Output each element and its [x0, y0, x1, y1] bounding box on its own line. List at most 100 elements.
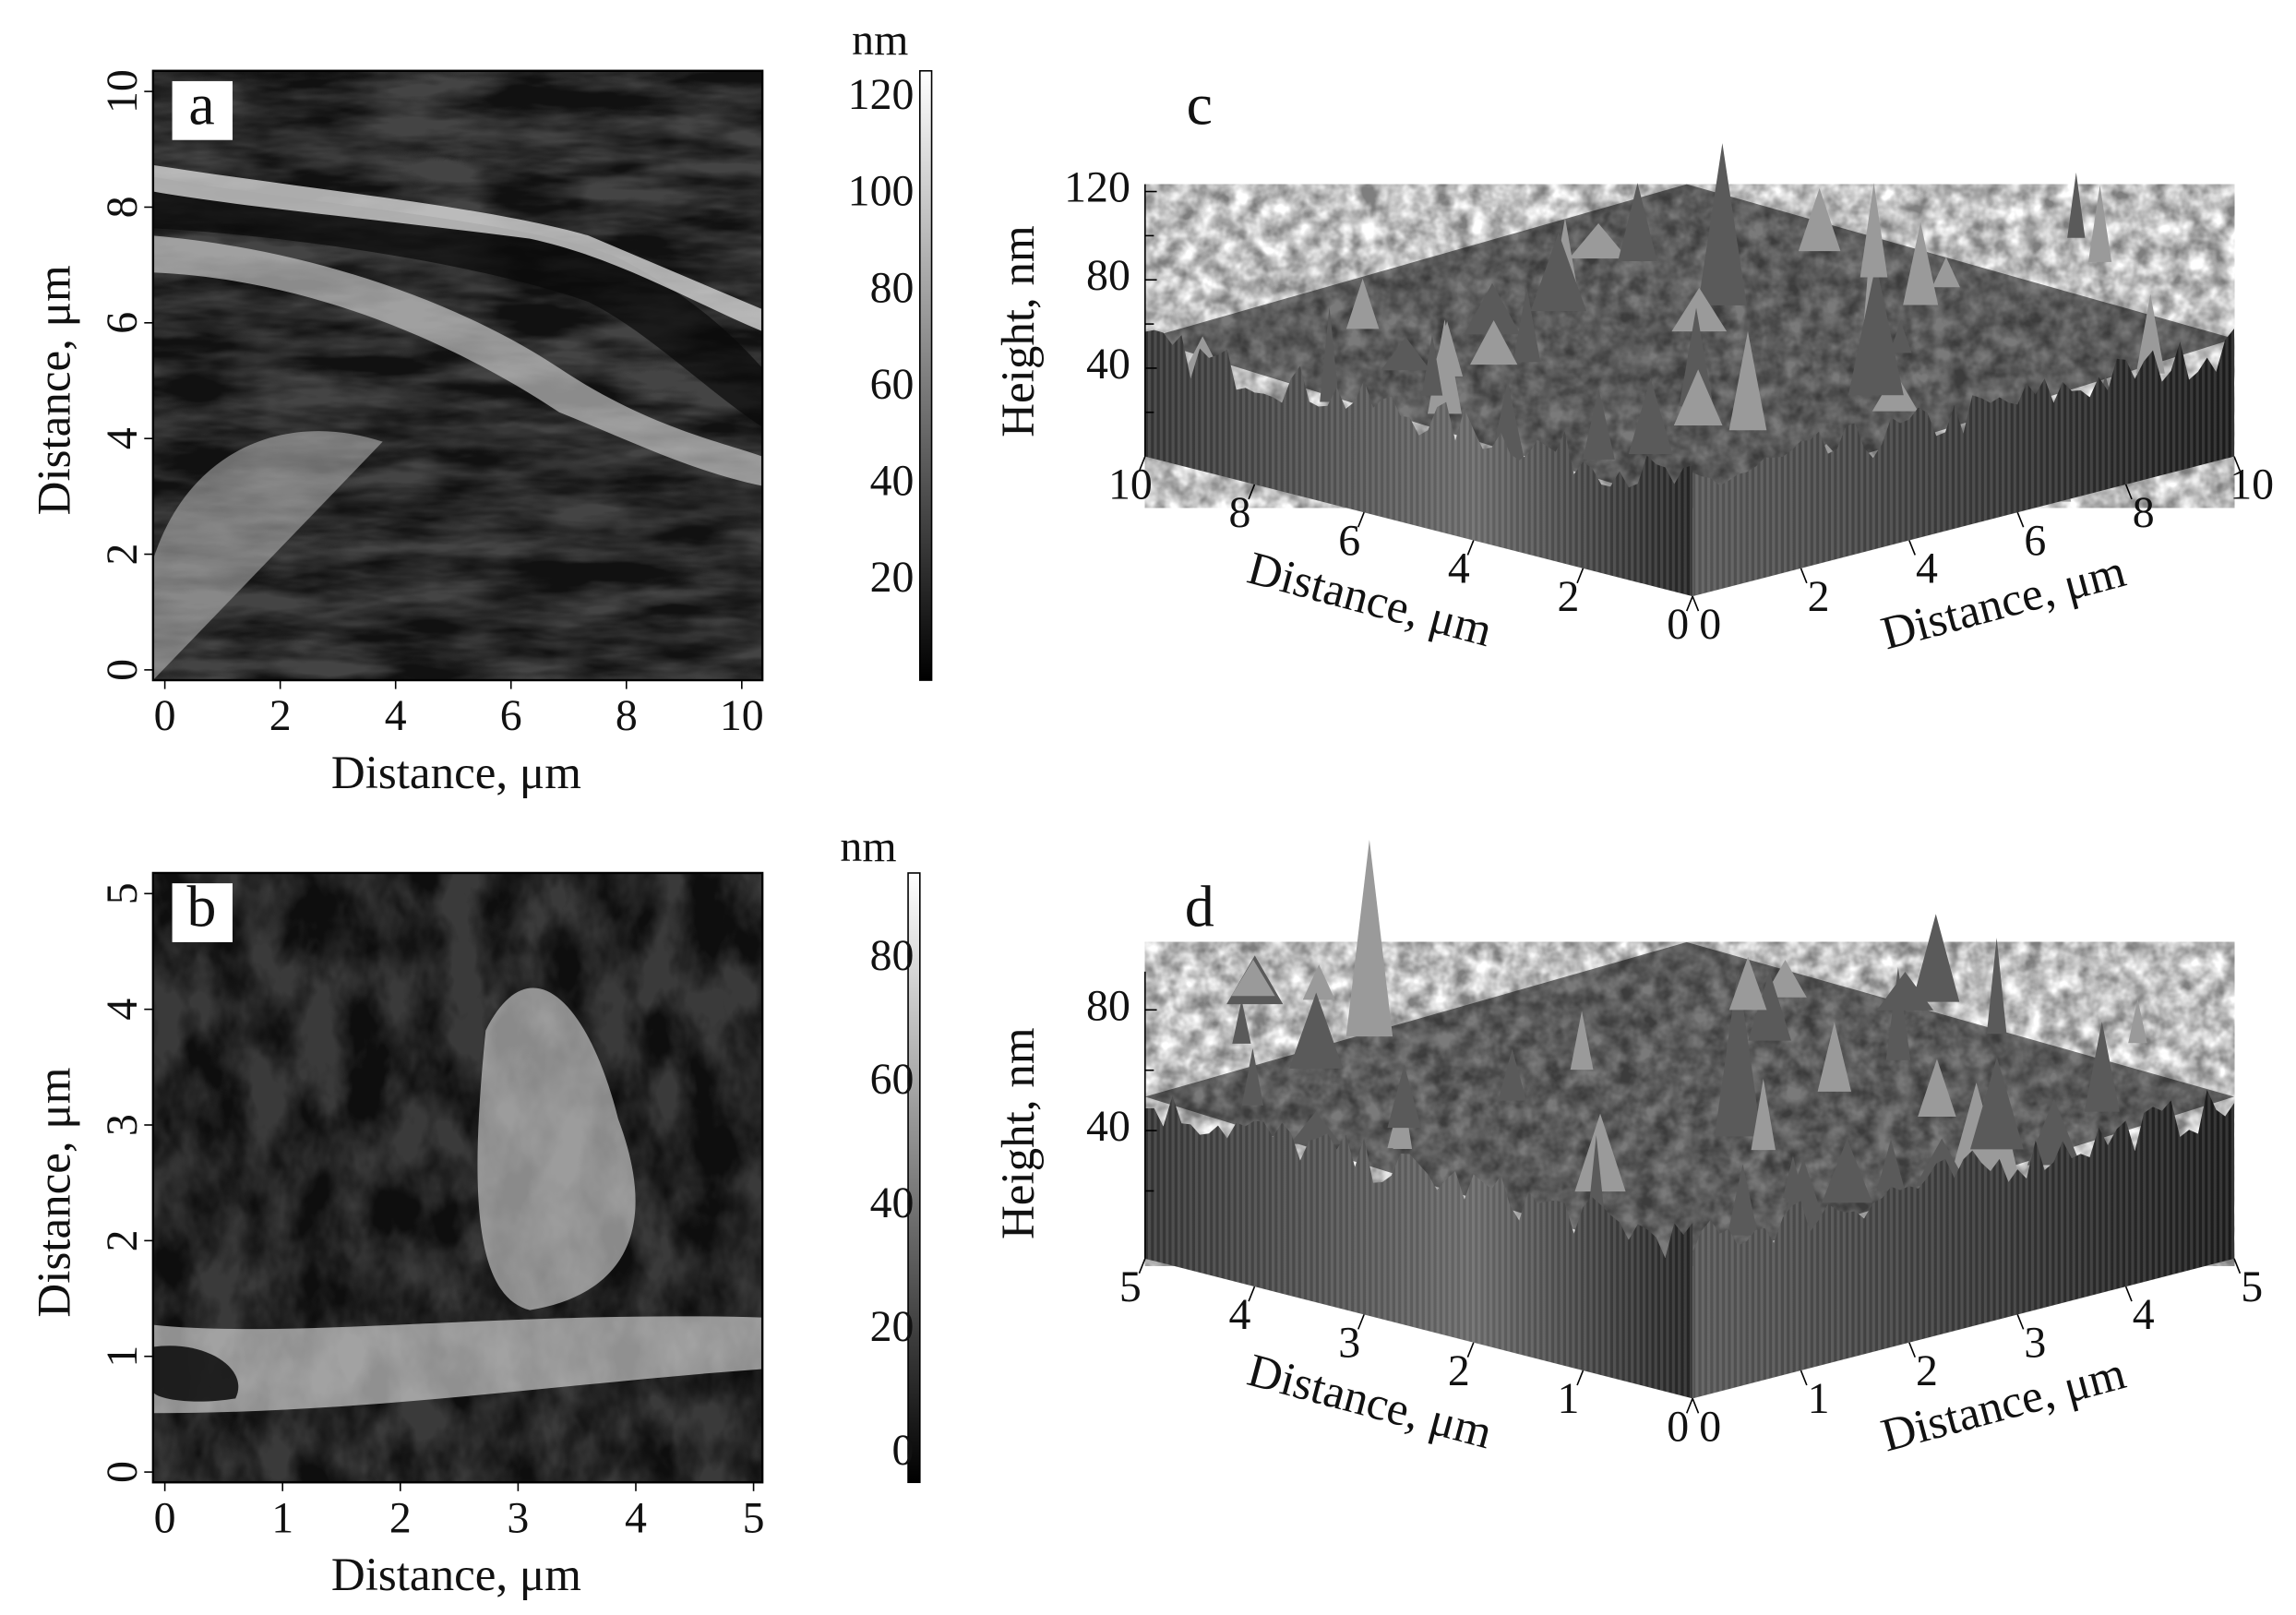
right-tick — [2233, 456, 2242, 472]
y-tick-label: 4 — [98, 427, 147, 449]
left-tick — [1685, 1398, 1693, 1414]
surface-peak — [1231, 959, 1275, 997]
y-tick-label: 3 — [98, 1114, 147, 1136]
x-tick-label: 4 — [385, 691, 407, 740]
left-tick — [1248, 1286, 1256, 1302]
x-tick-label: 10 — [720, 691, 764, 740]
left-tick-label: 6 — [1338, 516, 1360, 565]
y-tick-label: 4 — [98, 999, 147, 1021]
surface-peak — [1903, 221, 1939, 305]
y-axis-label: Distance, μm — [30, 1068, 81, 1318]
colorbar-tick-label: 20 — [870, 553, 915, 602]
surface-peak — [1302, 964, 1335, 1000]
surface-peak — [1464, 282, 1521, 335]
surface-peak — [1530, 233, 1586, 312]
left-tick — [1138, 1258, 1146, 1274]
right-tick — [1692, 595, 1700, 612]
x-tick-label: 2 — [269, 691, 292, 740]
surface-peak — [1918, 1059, 1956, 1117]
wall-stripes — [1144, 328, 2235, 597]
panel-label: c — [1187, 71, 1213, 137]
afm-image-b — [151, 871, 764, 1484]
surface-peak — [1822, 1139, 1872, 1203]
right-tick-label: 1 — [1808, 1374, 1830, 1423]
panel-label: d — [1185, 874, 1214, 939]
surface-peak — [1931, 257, 1960, 288]
surface-peak — [2084, 1022, 2120, 1112]
surface-peak — [1679, 307, 1714, 407]
surface-peak — [1876, 971, 1934, 1011]
z-tick-label: 120 — [1064, 163, 1130, 212]
x-axis-label: Distance, μm — [331, 1549, 581, 1601]
surface-peak — [1728, 956, 1767, 1011]
colorbar-tick-label: 40 — [870, 457, 915, 506]
right-tick-label: 4 — [1916, 544, 1938, 593]
left-tick — [1576, 1370, 1584, 1386]
colorbar-tick-label: 60 — [870, 1055, 915, 1104]
surfaces — [1144, 143, 2235, 1399]
y-tick-label: 1 — [98, 1346, 147, 1368]
surface-peak — [1320, 306, 1339, 402]
left-tick — [1357, 1314, 1365, 1330]
x-axis-label: Distance, μm — [331, 748, 581, 799]
panel-label: a — [188, 71, 214, 137]
right-tick — [1908, 1342, 1916, 1358]
x-tick-label: 0 — [154, 1493, 176, 1542]
surface-peak — [1421, 334, 1443, 396]
colorbar-tick-label: 120 — [848, 70, 915, 119]
colorbar-tick-label: 80 — [870, 931, 915, 980]
surface-peak — [1860, 183, 1888, 278]
surface-peak — [1798, 187, 1841, 252]
right-tick — [1692, 1398, 1700, 1414]
z-axis-label: Height, nm — [993, 225, 1045, 437]
surface-peak — [1876, 1139, 1906, 1191]
surface-peak — [1232, 999, 1251, 1044]
right-tick-label: 2 — [1916, 1346, 1938, 1395]
right-tick-label: 10 — [2230, 461, 2274, 509]
surface-peak — [1817, 1022, 1852, 1092]
surface-peak — [1513, 287, 1541, 363]
surface-peak — [1241, 1047, 1264, 1106]
surface-peak — [1569, 222, 1628, 259]
surface-peak — [1748, 971, 1791, 1041]
z-tick-label: 80 — [1086, 981, 1130, 1030]
surface-peak — [1885, 966, 1911, 1060]
right-axis-label: Distance, μm — [1876, 545, 2131, 660]
colorbar-b — [907, 872, 921, 1484]
surface-peak — [1782, 1155, 1803, 1199]
colorbar-unit: nm — [840, 822, 896, 871]
surface-peak — [2135, 293, 2165, 374]
colorbar-a — [918, 69, 933, 681]
y-tick-label: 2 — [98, 1229, 147, 1251]
left-tick — [1248, 484, 1256, 500]
surface-peak — [1912, 914, 1960, 1002]
y-tick-label: 8 — [98, 196, 147, 218]
left-tick — [1466, 540, 1475, 556]
right-tick-label: 8 — [2133, 488, 2155, 537]
z-axis-label: Height, nm — [993, 1027, 1045, 1239]
z-tick-label: 80 — [1086, 251, 1130, 300]
y-tick-label: 6 — [98, 312, 147, 334]
left-tick — [1576, 568, 1584, 584]
right-tick — [2124, 484, 2133, 500]
right-tick — [2016, 1314, 2025, 1330]
left-tick-label: 4 — [1229, 1290, 1251, 1339]
right-tick — [2016, 511, 2025, 528]
surface-peak — [1697, 143, 1747, 305]
right-axis-label: Distance, μm — [1876, 1347, 2131, 1462]
left-tick — [1357, 511, 1365, 528]
surface-peak — [1345, 278, 1380, 329]
right-tick-label: 0 — [1699, 600, 1721, 649]
surface-texture — [1144, 941, 2235, 1266]
left-tick-label: 4 — [1448, 544, 1470, 593]
right-tick-label: 5 — [2241, 1262, 2263, 1311]
x-tick-label: 4 — [625, 1493, 647, 1542]
left-tick — [1685, 595, 1693, 612]
surface-peak — [1469, 320, 1518, 365]
right-tick-label: 3 — [2024, 1319, 2046, 1368]
surface-peak — [1728, 330, 1767, 431]
left-tick — [1138, 456, 1146, 472]
wall-stripes — [1144, 1089, 2235, 1399]
x-tick-label: 1 — [271, 1493, 293, 1542]
